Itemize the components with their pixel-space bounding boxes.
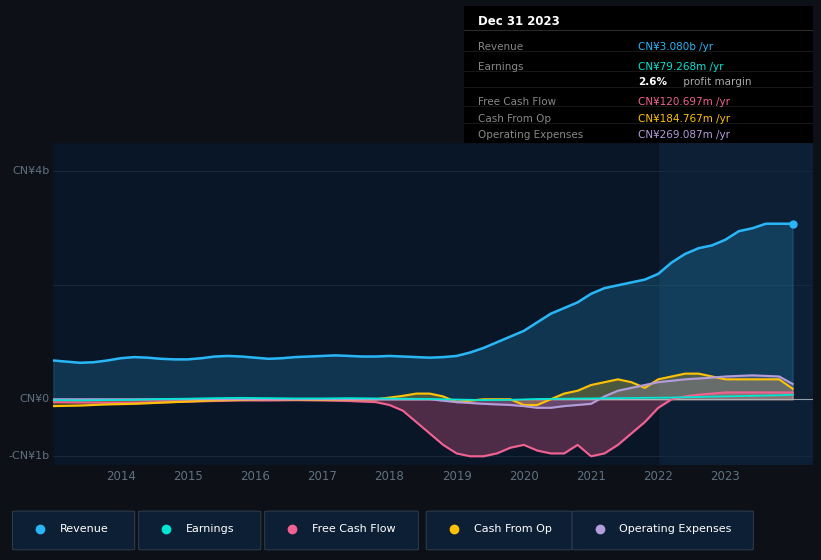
FancyBboxPatch shape [426,511,572,550]
FancyBboxPatch shape [12,511,135,550]
Text: Earnings: Earnings [186,524,234,534]
Text: Revenue: Revenue [478,42,523,52]
FancyBboxPatch shape [264,511,419,550]
Text: profit margin: profit margin [680,77,752,87]
Text: Earnings: Earnings [478,62,523,72]
Text: CN¥79.268m /yr: CN¥79.268m /yr [639,62,724,72]
FancyBboxPatch shape [572,511,754,550]
Text: Cash From Op: Cash From Op [474,524,552,534]
Text: Operating Expenses: Operating Expenses [619,524,732,534]
Text: Free Cash Flow: Free Cash Flow [478,97,556,106]
Text: CN¥120.697m /yr: CN¥120.697m /yr [639,97,731,106]
Text: CN¥184.767m /yr: CN¥184.767m /yr [639,114,731,124]
Text: 2.6%: 2.6% [639,77,667,87]
Text: Cash From Op: Cash From Op [478,114,551,124]
Text: CN¥0: CN¥0 [20,394,49,404]
Text: CN¥4b: CN¥4b [12,166,49,176]
Text: -CN¥1b: -CN¥1b [8,451,49,461]
Text: Free Cash Flow: Free Cash Flow [312,524,396,534]
Text: Dec 31 2023: Dec 31 2023 [478,15,560,28]
Bar [53,143,658,465]
Text: CN¥269.087m /yr: CN¥269.087m /yr [639,130,731,140]
FancyBboxPatch shape [139,511,261,550]
Text: Revenue: Revenue [60,524,108,534]
Text: CN¥3.080b /yr: CN¥3.080b /yr [639,42,713,52]
Text: Operating Expenses: Operating Expenses [478,130,583,140]
